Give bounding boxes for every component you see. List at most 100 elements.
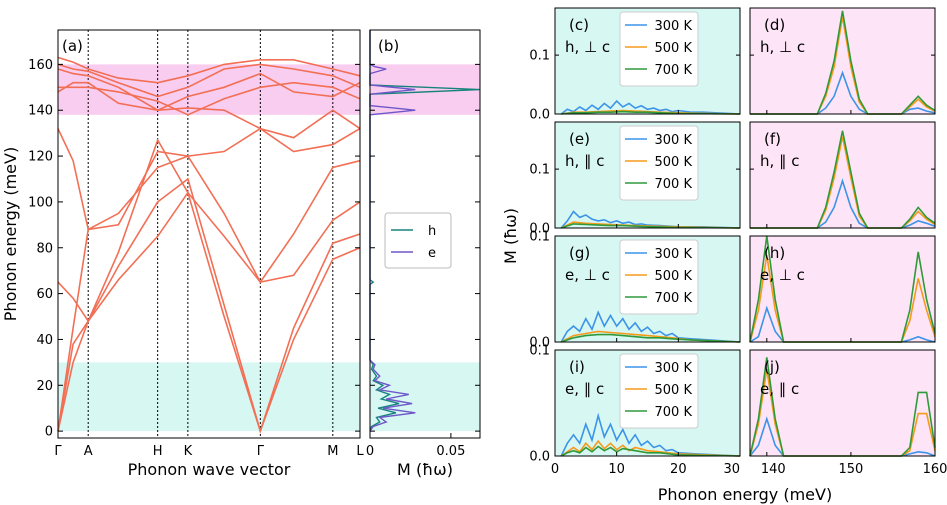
x-tick-label: 0 bbox=[366, 444, 374, 459]
y-tick-label: 0.1 bbox=[529, 49, 550, 64]
series-700k bbox=[750, 130, 936, 229]
shaded-range-cyan bbox=[370, 362, 480, 432]
x-tick-label: 140 bbox=[761, 462, 786, 477]
legend-entry: 500 K bbox=[655, 269, 693, 284]
phonon-band-8 bbox=[57, 68, 361, 112]
panel-label: (c) bbox=[569, 16, 589, 34]
series-300k bbox=[750, 70, 936, 115]
panel-condition: e, ⊥ c bbox=[565, 266, 610, 284]
x-tick-label: 0 bbox=[551, 462, 559, 477]
legend: 300 K 500 K 700 K bbox=[619, 353, 699, 429]
series-300k bbox=[560, 99, 741, 115]
axes-frame bbox=[749, 121, 936, 229]
legend-entry: 500 K bbox=[655, 383, 693, 398]
x-tick-label: 160 bbox=[923, 462, 947, 477]
legend: 300 K 500 K 700 K bbox=[619, 11, 699, 87]
legend-box bbox=[619, 353, 699, 429]
panel-label: (h) bbox=[764, 244, 785, 262]
axes-frame bbox=[554, 7, 741, 115]
legend-entry: e bbox=[428, 246, 436, 261]
series-700k bbox=[560, 333, 741, 343]
legend-entry: 300 K bbox=[655, 19, 693, 34]
panel-label: (i) bbox=[569, 358, 585, 376]
panel-condition: h, ∥ c bbox=[565, 152, 605, 170]
y-tick-label: 100 bbox=[28, 195, 53, 210]
axes-frame bbox=[554, 349, 741, 457]
phonon-band-5 bbox=[57, 127, 361, 231]
x-tick-label: 30 bbox=[723, 462, 740, 477]
x-tick-label: 0.05 bbox=[436, 444, 465, 459]
y-axis-label: Phonon energy (meV) bbox=[1, 147, 20, 321]
legend-box bbox=[619, 11, 699, 87]
series-700k bbox=[750, 10, 936, 115]
legend-box bbox=[619, 125, 699, 201]
panel-b: 0 0.05 (b) M (ħω) he bbox=[366, 29, 481, 479]
panel-f: (f) h, ∥ c bbox=[749, 121, 936, 229]
y-tick-label: 0.1 bbox=[529, 230, 550, 245]
phonon-band-6 bbox=[57, 81, 361, 139]
kpoint-label: A bbox=[84, 444, 93, 459]
series-500k bbox=[560, 330, 741, 343]
axes-frame bbox=[369, 29, 481, 439]
y-tick-label: 140 bbox=[28, 104, 53, 119]
kpoint-label: K bbox=[184, 444, 193, 459]
y-tick-label: 0.1 bbox=[529, 163, 550, 178]
kpoint-label: Γ bbox=[257, 444, 265, 459]
legend-entry: 700 K bbox=[655, 177, 693, 192]
panel-label: (g) bbox=[569, 244, 590, 262]
panel-i: 0.0 0.1 0 10 20 30 (i) e, ∥ c 300 K 500 K 700 K bbox=[529, 344, 741, 477]
series-700k bbox=[560, 445, 741, 457]
panel-d: (d) h, ⊥ c bbox=[749, 7, 936, 115]
x-tick-label: 10 bbox=[608, 462, 625, 477]
kpoint-label: H bbox=[153, 444, 163, 459]
series-700k bbox=[561, 110, 741, 115]
series-300k bbox=[560, 412, 741, 457]
panel-condition: h, ⊥ c bbox=[565, 38, 610, 56]
kpoint-label: L bbox=[356, 444, 364, 459]
y-tick-label: 60 bbox=[36, 287, 53, 302]
panel-label-b: (b) bbox=[378, 37, 399, 55]
panel-background bbox=[750, 350, 935, 456]
phonon-band-4 bbox=[57, 138, 361, 323]
series-500k bbox=[750, 136, 936, 229]
series-300k bbox=[560, 310, 741, 343]
panel-a: 0 20 40 60 80 100 120 140 160 Γ A H K Γ M L (a) Phonon wa… bbox=[1, 29, 364, 479]
panel-condition: h, ⊥ c bbox=[760, 38, 805, 56]
phonon-band-2 bbox=[57, 177, 361, 434]
axes-frame bbox=[749, 7, 936, 115]
legend-entry: 300 K bbox=[655, 247, 693, 262]
axes-frame bbox=[749, 235, 936, 343]
kpoint-label: Γ bbox=[54, 444, 62, 459]
axes-frame bbox=[554, 121, 741, 229]
y-tick-label: 160 bbox=[28, 58, 53, 73]
series-500k bbox=[750, 16, 936, 115]
panel-g: 0.0 0.1 (g) e, ⊥ c 300 K 500 K 700 K bbox=[529, 230, 741, 351]
legend-entry: 700 K bbox=[655, 291, 693, 306]
panel-condition: e, ∥ c bbox=[760, 380, 799, 398]
panel-c: 0.0 0.1 (c) h, ⊥ c 300 K 500 K 700 K bbox=[529, 7, 741, 123]
x-axis-label: M (ħω) bbox=[397, 460, 453, 479]
legend-entry: 700 K bbox=[655, 63, 693, 78]
legend-entry: 500 K bbox=[655, 155, 693, 170]
kpoint-label: M bbox=[327, 444, 338, 459]
y-axis-label: M (ħω) bbox=[501, 208, 520, 264]
x-axis-label: Phonon wave vector bbox=[128, 460, 291, 479]
legend-entry: 500 K bbox=[655, 41, 693, 56]
y-tick-label: 0.1 bbox=[529, 344, 550, 359]
panel-e: 0.0 0.1 (e) h, ∥ c 300 K 500 K 700 K bbox=[529, 121, 741, 237]
legend-box bbox=[619, 239, 699, 315]
x-axis-label: Phonon energy (meV) bbox=[658, 485, 832, 504]
x-tick-label: 20 bbox=[670, 462, 687, 477]
panel-condition: h, ∥ c bbox=[760, 152, 800, 170]
legend-entry: h bbox=[428, 224, 436, 239]
y-tick-label: 0.0 bbox=[529, 450, 550, 465]
panel-label: (d) bbox=[764, 16, 785, 34]
y-tick-label: 80 bbox=[36, 241, 53, 256]
legend-entry: 300 K bbox=[655, 361, 693, 376]
y-tick-label: 0.0 bbox=[529, 336, 550, 351]
phonon-band-10 bbox=[57, 56, 361, 84]
phonon-band-9 bbox=[57, 63, 361, 98]
axes-frame bbox=[57, 29, 361, 439]
panel-label: (f) bbox=[764, 130, 781, 148]
legend-entry: 300 K bbox=[655, 133, 693, 148]
